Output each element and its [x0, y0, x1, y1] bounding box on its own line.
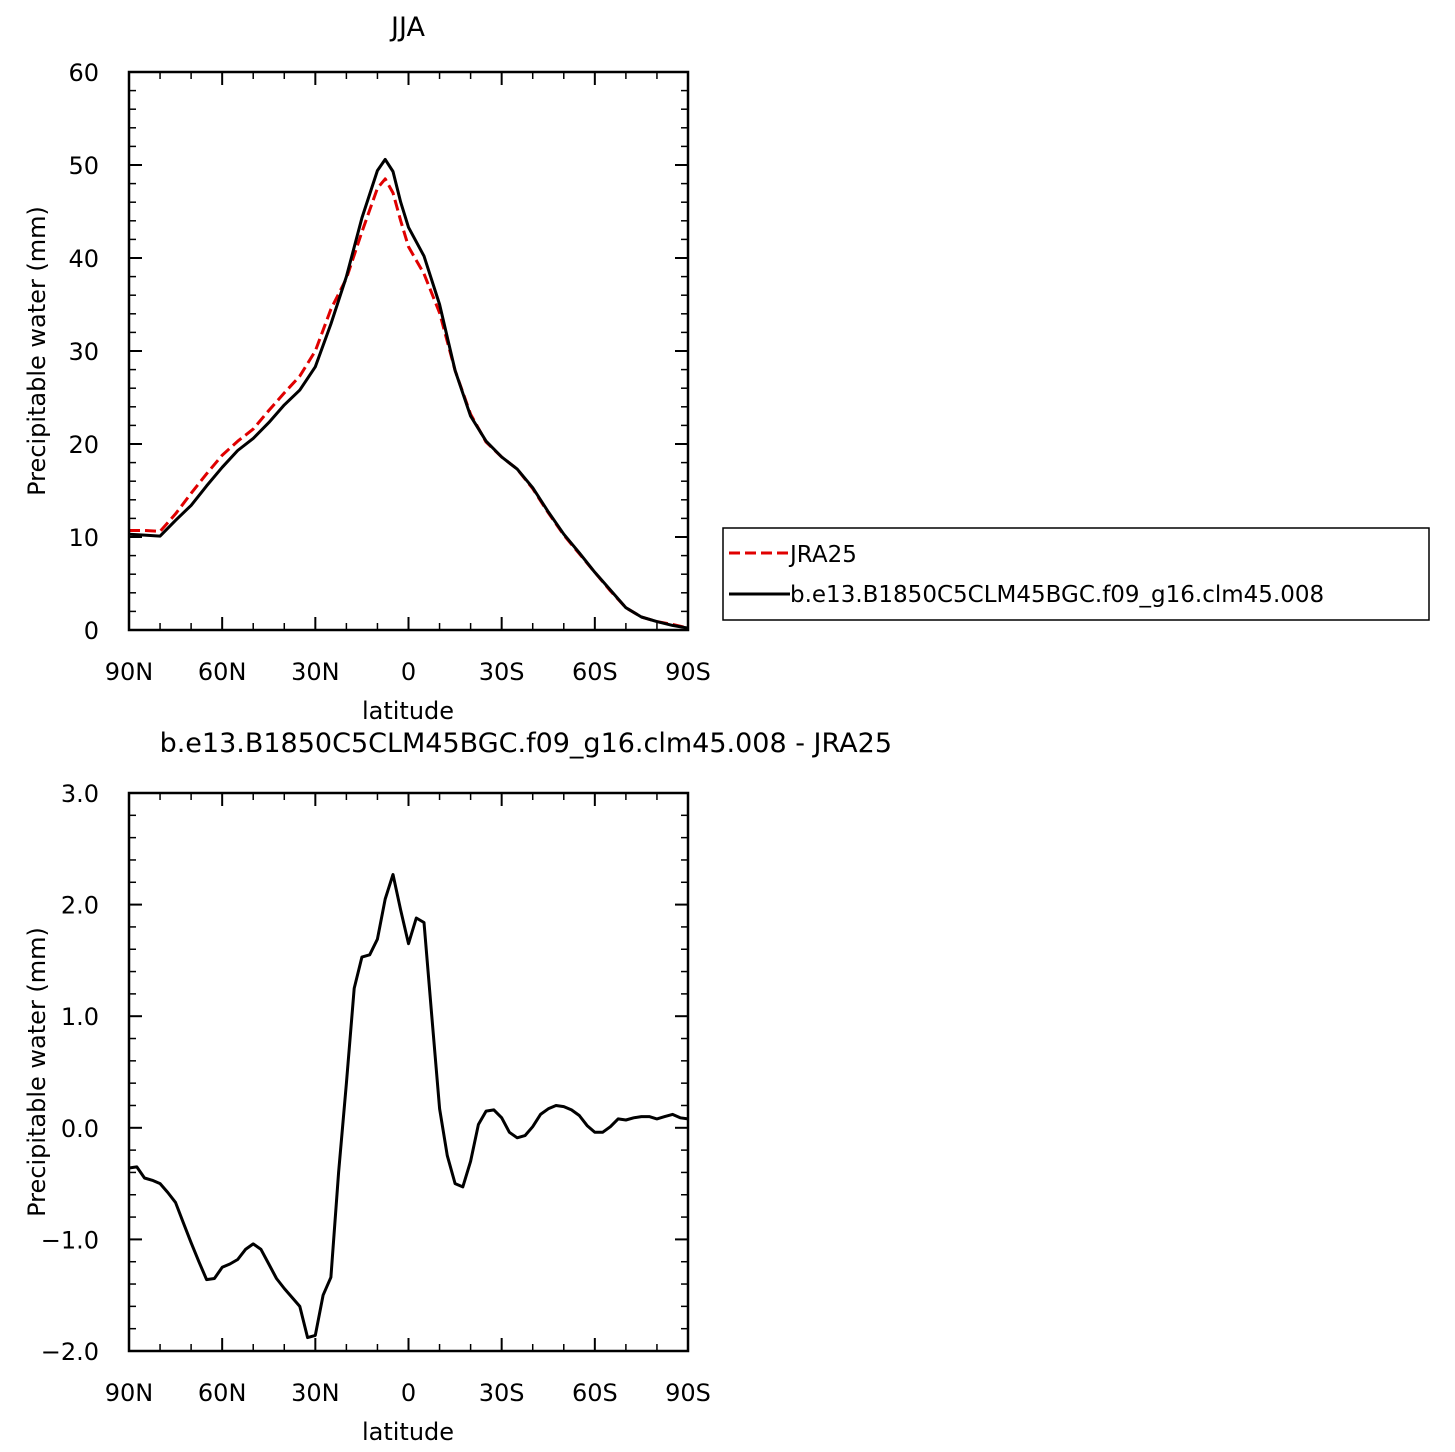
y-tick-label: 10 — [68, 524, 99, 552]
top-chart: JJA 90N 60N 30N 0 30S 60S 90S 0 10 20 30 40 50 60 Pre… — [23, 12, 711, 725]
x-tick-label: 90S — [665, 1379, 711, 1407]
x-tick-label: 60N — [198, 658, 247, 686]
bottom-chart-xlabel: latitude — [362, 1418, 454, 1446]
y-tick-label: −1.0 — [41, 1226, 99, 1254]
top-chart-xlabel: latitude — [362, 697, 454, 725]
y-tick-label: 60 — [68, 59, 99, 87]
bottom-chart-series — [128, 873, 689, 1340]
x-tick-label: 90N — [105, 1379, 154, 1407]
y-tick-label: 30 — [68, 338, 99, 366]
x-tick-label: 60N — [198, 1379, 247, 1407]
x-tick-label: 30S — [479, 1379, 525, 1407]
legend-label-model: b.e13.B1850C5CLM45BGC.f09_g16.clm45.008 — [790, 582, 1324, 608]
x-tick-label: 0 — [401, 1379, 416, 1407]
y-tick-label: 3.0 — [61, 780, 99, 808]
y-tick-label: 0.0 — [61, 1115, 99, 1143]
x-tick-label: 90S — [665, 658, 711, 686]
y-tick-label: 40 — [68, 245, 99, 273]
top-chart-series — [128, 157, 689, 630]
bottom-chart-title: b.e13.B1850C5CLM45BGC.f09_g16.clm45.008 … — [160, 728, 892, 759]
y-tick-label: 0 — [84, 617, 99, 645]
x-tick-label: 30N — [291, 658, 340, 686]
top-chart-ticks: 90N 60N 30N 0 30S 60S 90S 0 10 20 30 40 50 60 — [68, 59, 710, 686]
y-tick-label: 50 — [68, 152, 99, 180]
y-tick-label: 1.0 — [61, 1003, 99, 1031]
difference-line — [128, 873, 689, 1340]
y-tick-label: 2.0 — [61, 892, 99, 920]
y-tick-label: 20 — [68, 431, 99, 459]
legend-label-jra25: JRA25 — [788, 542, 857, 568]
top-chart-frame — [127, 70, 690, 632]
x-tick-label: 60S — [572, 658, 618, 686]
x-tick-label: 60S — [572, 1379, 618, 1407]
series-line-0 — [129, 177, 689, 630]
x-tick-label: 0 — [401, 658, 416, 686]
bottom-chart-ticks: 90N 60N 30N 0 30S 60S 90S −2.0 −1.0 0.0 1.0 2.0 3.0 — [41, 780, 711, 1407]
bottom-chart-ylabel: Precipitable water (mm) — [23, 927, 51, 1217]
series-line-1 — [128, 157, 689, 630]
x-tick-label: 30S — [479, 658, 525, 686]
bottom-chart: b.e13.B1850C5CLM45BGC.f09_g16.clm45.008 … — [23, 728, 892, 1446]
top-chart-title: JJA — [389, 12, 425, 43]
x-tick-label: 30N — [291, 1379, 340, 1407]
top-chart-ylabel: Precipitable water (mm) — [23, 206, 51, 496]
y-tick-label: −2.0 — [41, 1338, 99, 1366]
x-tick-label: 90N — [105, 658, 154, 686]
legend: JRA25 b.e13.B1850C5CLM45BGC.f09_g16.clm4… — [722, 527, 1430, 621]
legend-box — [722, 527, 1430, 621]
bottom-chart-frame — [127, 791, 690, 1353]
